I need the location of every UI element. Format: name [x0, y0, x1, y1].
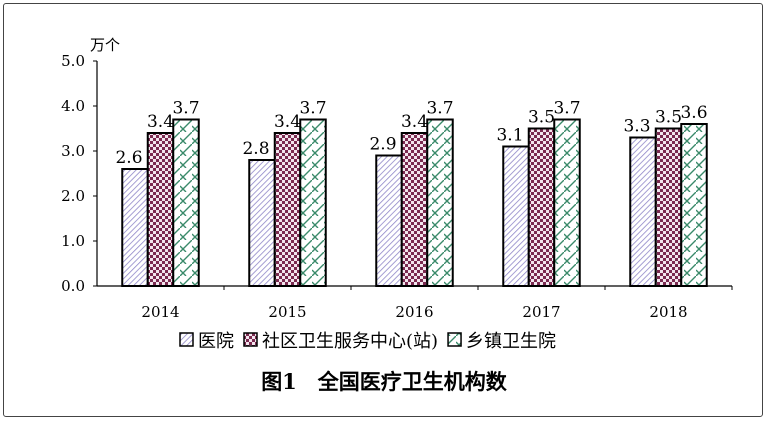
data-label: 2.8 — [242, 139, 269, 159]
bar-2017-1 — [527, 127, 556, 287]
data-label: 3.7 — [172, 99, 199, 119]
y-tick-label: 5.0 — [61, 52, 85, 70]
y-tick-label: 0.0 — [61, 277, 85, 295]
bar-2015-1 — [273, 132, 302, 287]
data-label: 2.6 — [115, 148, 142, 168]
bar-2018-1 — [654, 127, 683, 287]
data-label: 3.6 — [680, 103, 707, 123]
bar-2018-0 — [629, 136, 657, 287]
x-tick-label: 2017 — [522, 303, 560, 321]
x-tick-label: 2014 — [141, 303, 179, 321]
bar-2016-0 — [375, 154, 403, 287]
x-tick-label: 2016 — [395, 303, 433, 321]
bar-2014-1 — [146, 132, 175, 287]
data-label: 3.5 — [655, 108, 682, 128]
y-tick-label: 3.0 — [61, 142, 85, 160]
data-label: 3.7 — [299, 99, 326, 119]
chart-title: 图1 全国医疗卫生机构数 — [261, 369, 507, 394]
bar-2017-2 — [553, 118, 581, 287]
chart-frame — [3, 3, 763, 417]
bar-2017-0 — [502, 145, 530, 287]
data-label: 3.4 — [147, 112, 174, 132]
data-label: 2.9 — [369, 135, 396, 155]
legend-label: 医院 — [198, 331, 234, 352]
y-tick-label: 1.0 — [61, 232, 85, 250]
bar-2016-2 — [426, 118, 454, 287]
data-label: 3.5 — [528, 108, 555, 128]
data-label: 3.4 — [274, 112, 301, 132]
bar-2015-2 — [299, 118, 327, 287]
bar-2016-1 — [400, 132, 429, 287]
bar-2014-0 — [121, 168, 149, 287]
bar-2018-2 — [680, 123, 708, 287]
bar-2015-0 — [248, 159, 276, 287]
data-label: 3.7 — [426, 99, 453, 119]
legend-swatch — [179, 332, 194, 347]
bar-2014-2 — [172, 118, 200, 287]
legend-label: 乡镇卫生院 — [466, 331, 556, 352]
y-axis-unit: 万个 — [90, 36, 120, 54]
data-label: 3.1 — [496, 126, 523, 146]
y-tick-label: 4.0 — [61, 97, 85, 115]
data-label: 3.7 — [553, 99, 580, 119]
legend-label: 社区卫生服务中心(站) — [262, 331, 438, 352]
legend-swatch — [447, 332, 462, 347]
data-label: 3.3 — [623, 117, 650, 137]
data-label: 3.4 — [401, 112, 428, 132]
x-tick-label: 2015 — [268, 303, 306, 321]
y-tick-label: 2.0 — [61, 187, 85, 205]
x-tick-label: 2018 — [649, 303, 687, 321]
legend-swatch — [243, 332, 258, 347]
